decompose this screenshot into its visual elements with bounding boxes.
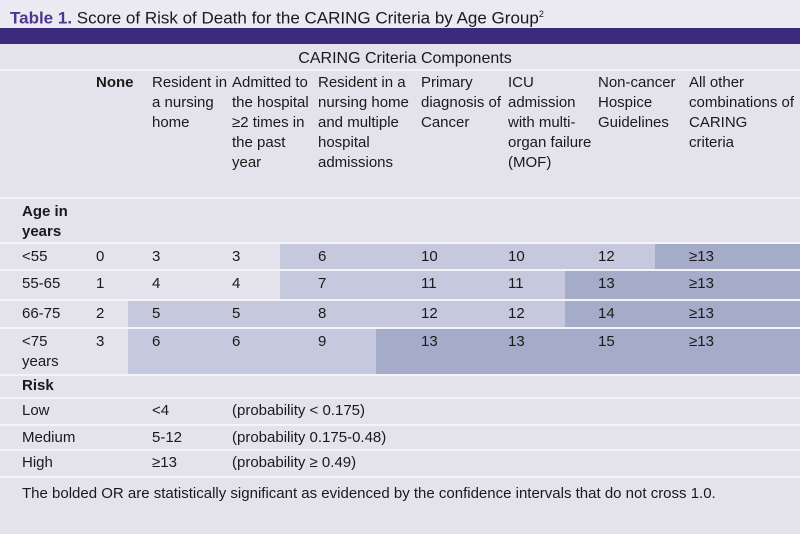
score-cell: 10: [421, 248, 438, 265]
row-divider: [0, 374, 800, 376]
column-header: Primary diagnosis of Cancer: [421, 74, 502, 131]
cell-shade: [376, 328, 800, 375]
score-cell: 3: [152, 248, 161, 265]
title-text: Score of Risk of Death for the CARING Cr…: [76, 8, 539, 28]
score-cell: 14: [598, 305, 615, 322]
column-header: Admitted to the hospital ≥2 times in the…: [232, 74, 309, 171]
score-cell: 8: [318, 305, 327, 322]
score-cell: 9: [318, 333, 327, 350]
score-cell: 0: [96, 248, 105, 265]
row-divider: [0, 327, 800, 329]
title-superscript: 2: [538, 9, 544, 19]
row-divider: [0, 242, 800, 244]
cell-shade: [565, 300, 800, 328]
row-divider: [0, 449, 800, 451]
column-header: Resident in a nursing home: [152, 74, 228, 131]
cell-shade: [128, 328, 376, 375]
score-cell: 4: [152, 275, 161, 292]
score-cell: 3: [96, 333, 105, 350]
row-divider: [0, 397, 800, 399]
score-cell: 7: [318, 275, 327, 292]
row-divider: [0, 197, 800, 199]
row-label: 55-65: [22, 275, 61, 292]
score-cell: 6: [232, 333, 241, 350]
title: Table 1. Score of Risk of Death for the …: [10, 4, 544, 29]
row-divider: [0, 69, 800, 71]
risk-label: Medium: [22, 429, 76, 446]
column-header: All other combinations of CARING criteri…: [689, 74, 795, 151]
score-cell: 13: [598, 275, 615, 292]
row-label: <55: [22, 248, 48, 265]
row-group-header: Risk: [22, 377, 54, 394]
risk-probability: (probability 0.175-0.48): [232, 429, 387, 446]
row-divider: [0, 476, 800, 478]
score-cell: ≥13: [689, 305, 714, 322]
row-label: 66-75: [22, 305, 61, 322]
score-cell: 3: [232, 248, 241, 265]
score-cell: 12: [598, 248, 615, 265]
cell-shade: [565, 270, 800, 300]
score-cell: 11: [508, 275, 524, 292]
table-label: Table 1.: [10, 8, 73, 28]
score-cell: ≥13: [689, 275, 714, 292]
score-cell: 1: [96, 275, 105, 292]
score-cell: 6: [152, 333, 161, 350]
score-cell: 5: [152, 305, 161, 322]
cell-shade: [280, 243, 655, 270]
title-bar: Table 1. Score of Risk of Death for the …: [0, 0, 800, 28]
score-cell: 13: [508, 333, 525, 350]
risk-score: <4: [152, 402, 170, 419]
cell-shade: [280, 270, 565, 300]
score-cell: 5: [232, 305, 241, 322]
row-label: <75 years: [22, 333, 59, 370]
risk-score: ≥13: [152, 454, 177, 471]
title-band: [0, 28, 800, 44]
score-cell: 15: [598, 333, 615, 350]
score-cell: 12: [508, 305, 525, 322]
column-header: Resident in a nursing home and multiple …: [318, 74, 409, 171]
column-header: ICU admission with multi-organ failure (…: [508, 74, 592, 171]
score-cell: ≥13: [689, 333, 714, 350]
row-divider: [0, 424, 800, 426]
score-cell: 13: [421, 333, 438, 350]
group-header: CARING Criteria Components: [298, 50, 512, 67]
column-header: Non-cancer Hospice Guidelines: [598, 74, 676, 131]
score-cell: 6: [318, 248, 327, 265]
row-group-header: Age in years: [22, 203, 68, 240]
risk-label: Low: [22, 402, 50, 419]
risk-probability: (probability ≥ 0.49): [232, 454, 357, 471]
cell-shade: [655, 243, 800, 270]
score-cell: 10: [508, 248, 525, 265]
row-divider: [0, 269, 800, 271]
risk-probability: (probability < 0.175): [232, 402, 365, 419]
row-divider: [0, 299, 800, 301]
column-header: None: [96, 74, 134, 91]
score-cell: 11: [421, 275, 437, 292]
risk-label: High: [22, 454, 53, 471]
footnote: The bolded OR are statistically signific…: [22, 485, 716, 502]
score-cell: 4: [232, 275, 241, 292]
score-cell: 2: [96, 305, 105, 322]
score-cell: 12: [421, 305, 438, 322]
score-cell: ≥13: [689, 248, 714, 265]
cell-shade: [128, 300, 565, 328]
risk-score: 5-12: [152, 429, 183, 446]
